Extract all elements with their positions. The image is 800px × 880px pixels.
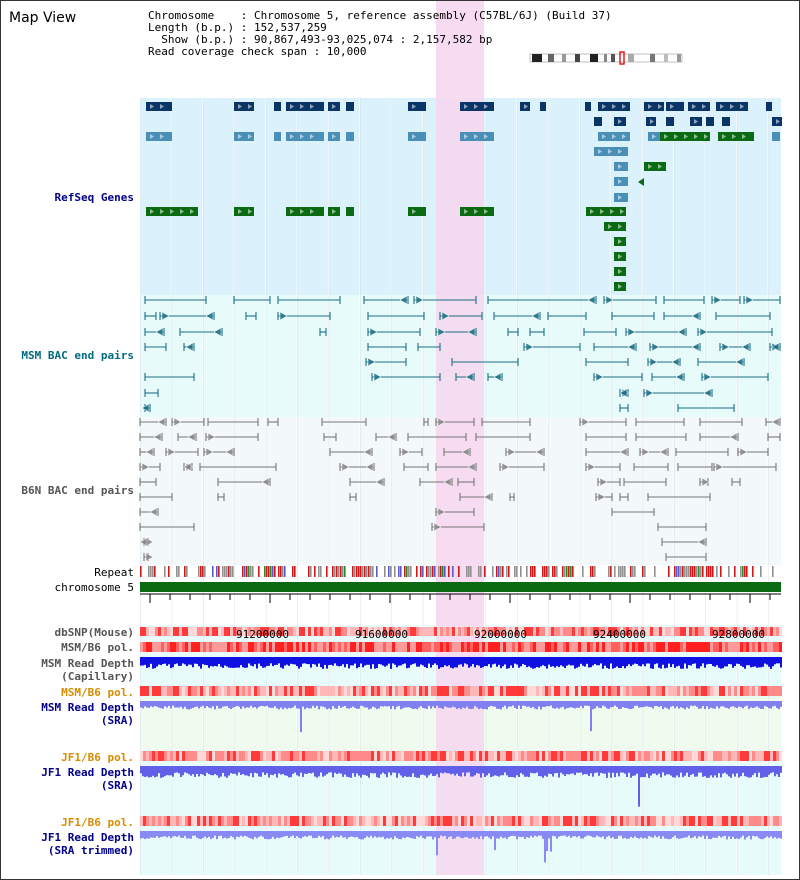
track-label-jf1-b6-pol-trimmed[interactable]: JF1/B6 pol. [8, 816, 134, 829]
track-label-refseq[interactable]: RefSeq Genes [8, 191, 134, 204]
track-label-b6n-bac[interactable]: B6N BAC end pairs [8, 484, 134, 497]
page-title: Map View [9, 10, 76, 26]
track-label-msm-read-depth-sra[interactable]: MSM Read Depth (SRA) [8, 701, 134, 727]
ruler-label-3: 92000000 [474, 628, 527, 641]
track-label-jf1-read-depth-trimmed[interactable]: JF1 Read Depth (SRA trimmed) [8, 831, 134, 857]
track-label-repeat[interactable]: Repeat [8, 566, 134, 579]
region-info: Chromosome : Chromosome 5, reference ass… [148, 10, 612, 58]
ruler-label-2: 91600000 [355, 628, 408, 641]
track-label-dbsnp[interactable]: dbSNP(Mouse) [8, 626, 134, 639]
read-coverage-info: Read coverage check span : 10,000 [148, 46, 612, 58]
track-label-msm-read-depth-capillary[interactable]: MSM Read Depth (Capillary) [8, 657, 134, 683]
ruler-label-1: 91200000 [236, 628, 289, 641]
ruler-label-4: 92400000 [593, 628, 646, 641]
track-label-chromosome[interactable]: chromosome 5 [8, 581, 134, 594]
track-label-jf1-read-depth-sra[interactable]: JF1 Read Depth (SRA) [8, 766, 134, 792]
track-label-msm-b6-pol[interactable]: MSM/B6 pol. [8, 641, 134, 654]
track-label-msm-b6-pol-sra[interactable]: MSM/B6 pol. [8, 686, 134, 699]
ruler-label-5: 92800000 [712, 628, 765, 641]
track-label-msm-bac[interactable]: MSM BAC end pairs [8, 349, 134, 362]
track-label-jf1-b6-pol[interactable]: JF1/B6 pol. [8, 751, 134, 764]
